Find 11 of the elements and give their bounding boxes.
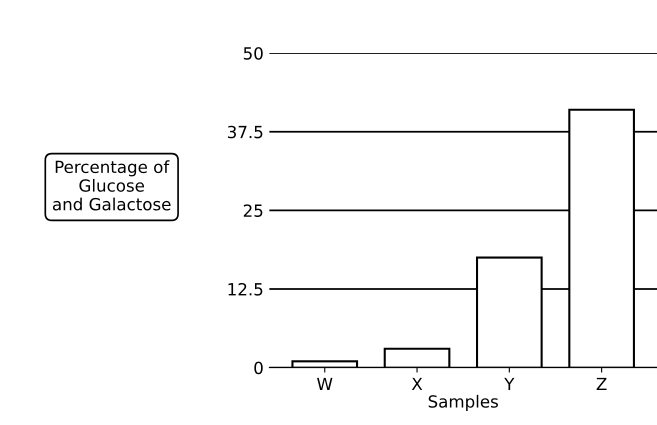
y-tick-label: 25 (244, 204, 262, 217)
x-axis-title: Samples (428, 394, 498, 411)
y-tick-label: 37.5 (228, 126, 262, 138)
y-tick-label: 50 (244, 47, 263, 60)
x-tick-label: W (317, 378, 332, 390)
y-tick-label: 0 (254, 362, 263, 374)
y-axis-title: Percentage of Glucose and Galactose (52, 160, 171, 210)
x-tick-label: X (412, 378, 422, 390)
y-tick-label: 12.5 (228, 282, 262, 296)
x-tick-label: Z (596, 378, 607, 390)
x-tick-label: Y (504, 378, 514, 390)
